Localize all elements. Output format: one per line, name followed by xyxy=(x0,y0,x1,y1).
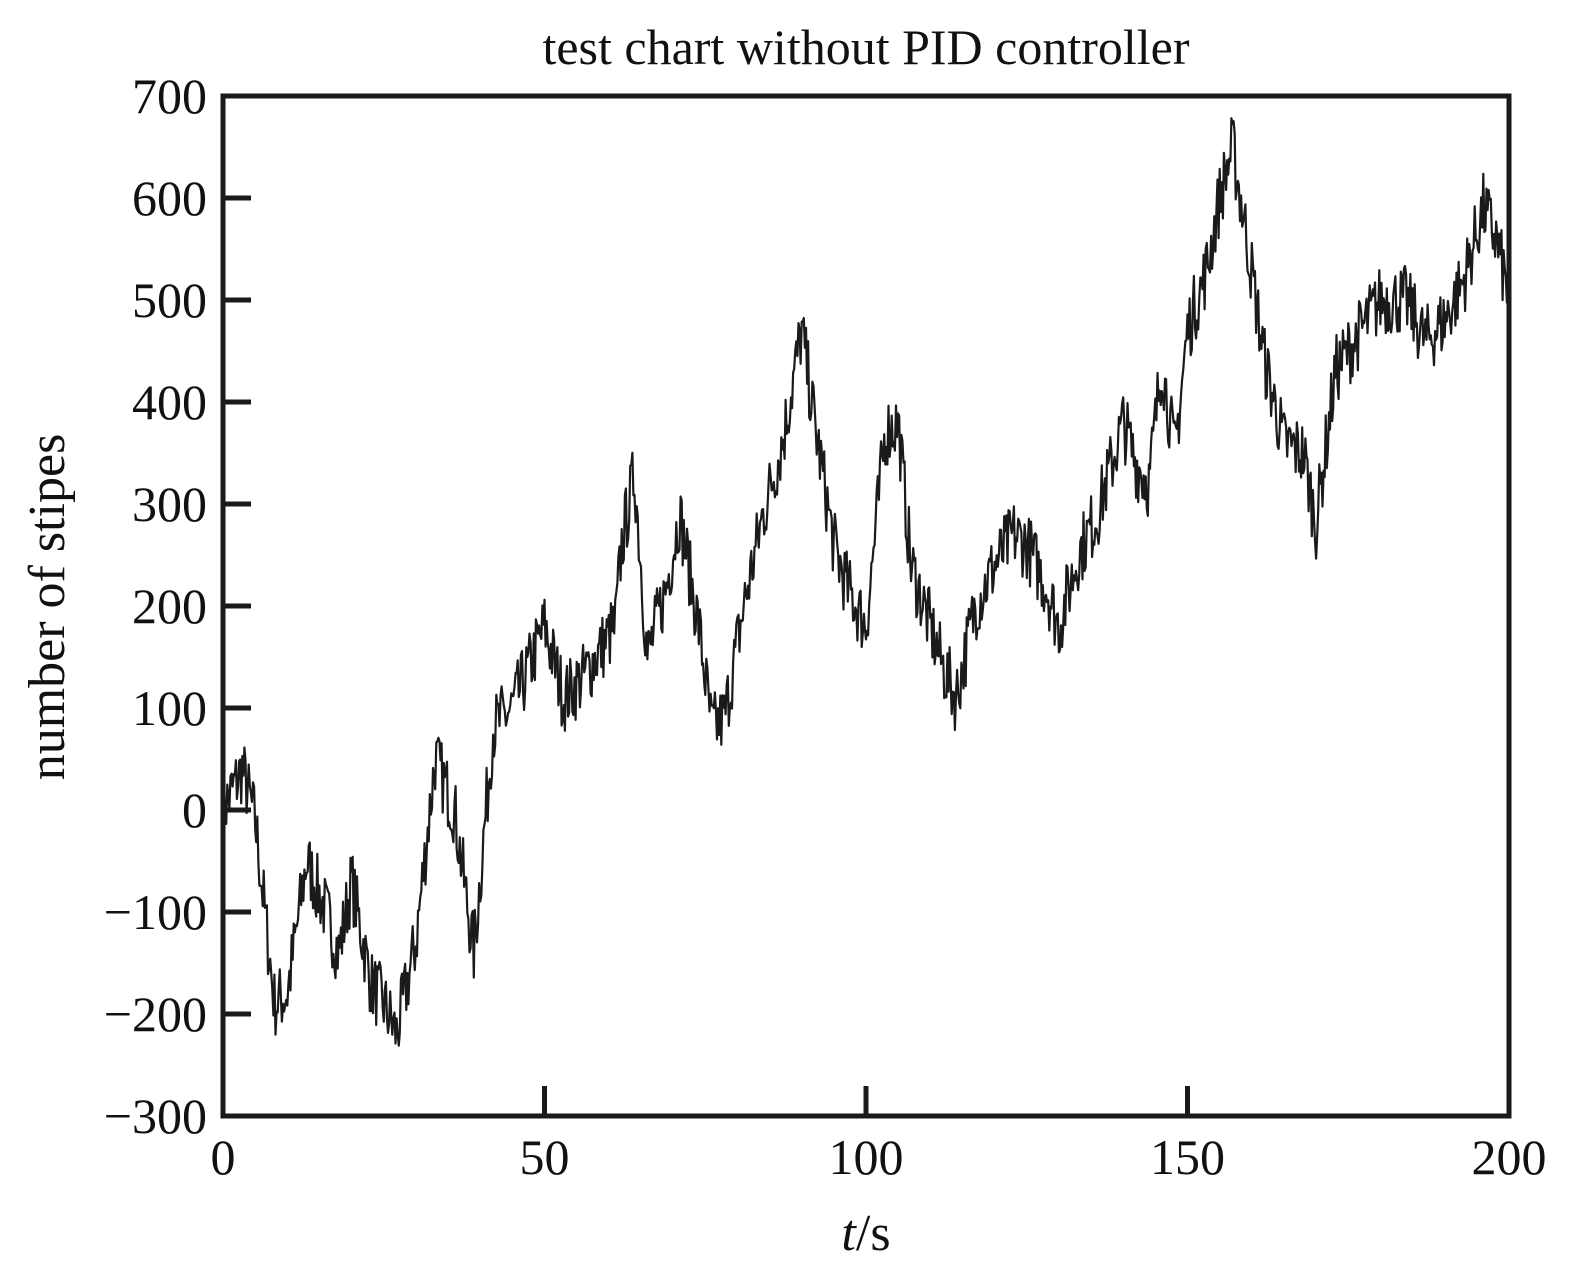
x-tick-label: 0 xyxy=(211,1129,236,1185)
y-tick-label: 100 xyxy=(132,680,207,736)
y-tick-label: 600 xyxy=(132,170,207,226)
y-axis-label: number of stipes xyxy=(19,434,76,781)
series-line xyxy=(221,117,1510,1047)
y-tick-label: 200 xyxy=(132,578,207,634)
x-axis-label-unit: /s xyxy=(856,1205,891,1262)
x-tick-label: 150 xyxy=(1150,1129,1225,1185)
axis-tick-labels: 0 50 100 150 200 −300 −200 −100 0 100 200 300 400 500… xyxy=(104,68,1547,1185)
y-tick-label: −100 xyxy=(104,884,207,940)
y-tick-label: −200 xyxy=(104,986,207,1042)
x-axis-label-italic: t xyxy=(841,1205,857,1262)
axis-ticks xyxy=(223,195,1190,1116)
y-tick-label: 500 xyxy=(132,272,207,328)
x-axis-label: t/s xyxy=(841,1205,890,1262)
plot-frame xyxy=(220,93,1512,1119)
y-tick-label: 300 xyxy=(132,476,207,532)
y-tick-label: 0 xyxy=(182,782,207,838)
y-tick-label: −300 xyxy=(104,1088,207,1144)
x-tick-label: 50 xyxy=(520,1129,570,1185)
y-tick-label: 400 xyxy=(132,374,207,430)
x-tick-label: 100 xyxy=(829,1129,904,1185)
chart-title: test chart without PID controller xyxy=(542,19,1189,75)
y-tick-label: 700 xyxy=(132,68,207,124)
x-tick-label: 200 xyxy=(1472,1129,1547,1185)
